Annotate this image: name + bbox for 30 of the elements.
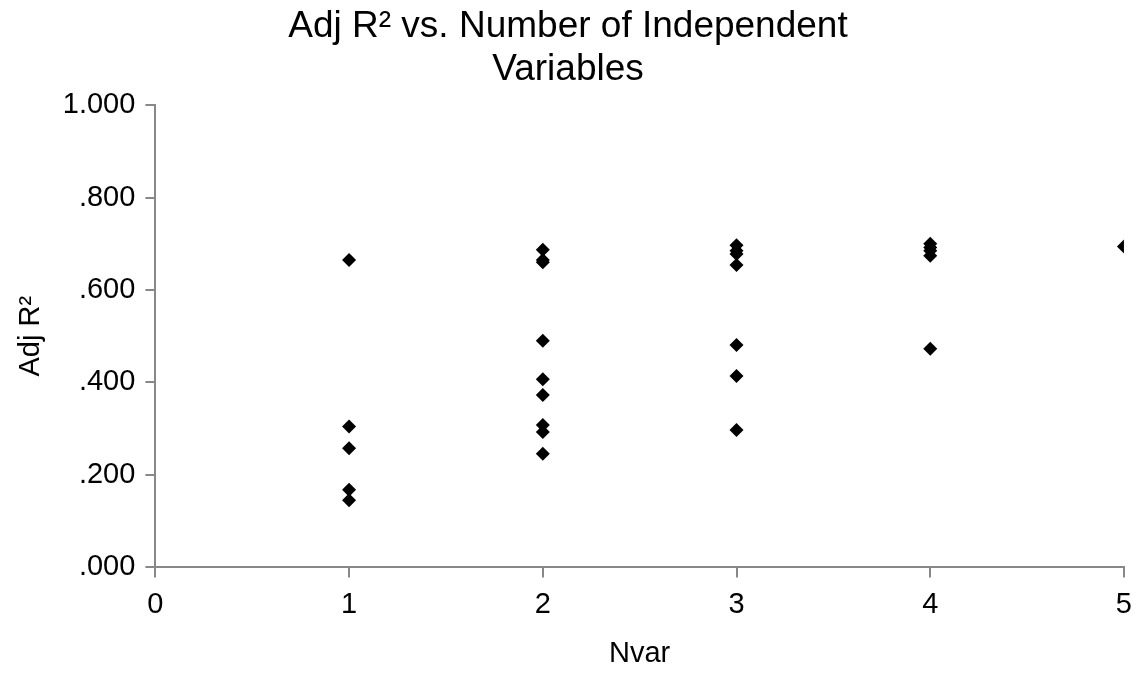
- x-tick-label: 2: [534, 586, 551, 619]
- y-tick-label: .000: [78, 549, 136, 582]
- y-axis-title: Adj R²: [13, 295, 46, 377]
- y-tick-label: .200: [78, 456, 136, 489]
- x-tick-label: 3: [728, 586, 745, 619]
- y-tick-label: .600: [78, 272, 136, 305]
- point: [535, 333, 550, 348]
- point: [342, 441, 357, 456]
- point: [535, 387, 550, 402]
- y-tick-label: .800: [78, 179, 136, 212]
- y-tick-label: 1.000: [62, 87, 136, 120]
- x-tick-label: 0: [147, 586, 164, 619]
- point: [923, 341, 938, 356]
- x-tick-label: 5: [1115, 586, 1133, 619]
- x-axis-title: Nvar: [609, 635, 671, 668]
- point: [729, 258, 744, 273]
- point: [342, 482, 357, 497]
- chart-title: Adj R² vs. Number of Independent Variables: [288, 4, 849, 89]
- x-tick-label: 1: [341, 586, 358, 619]
- y-tick-label: .400: [78, 364, 136, 397]
- x-tick-label: 4: [922, 586, 939, 619]
- point: [729, 369, 744, 384]
- point: [342, 493, 357, 508]
- point: [729, 338, 744, 353]
- point: [342, 419, 357, 434]
- point: [535, 372, 550, 387]
- point: [342, 252, 357, 267]
- point: [535, 242, 550, 257]
- point: [729, 423, 744, 438]
- point: [535, 446, 550, 461]
